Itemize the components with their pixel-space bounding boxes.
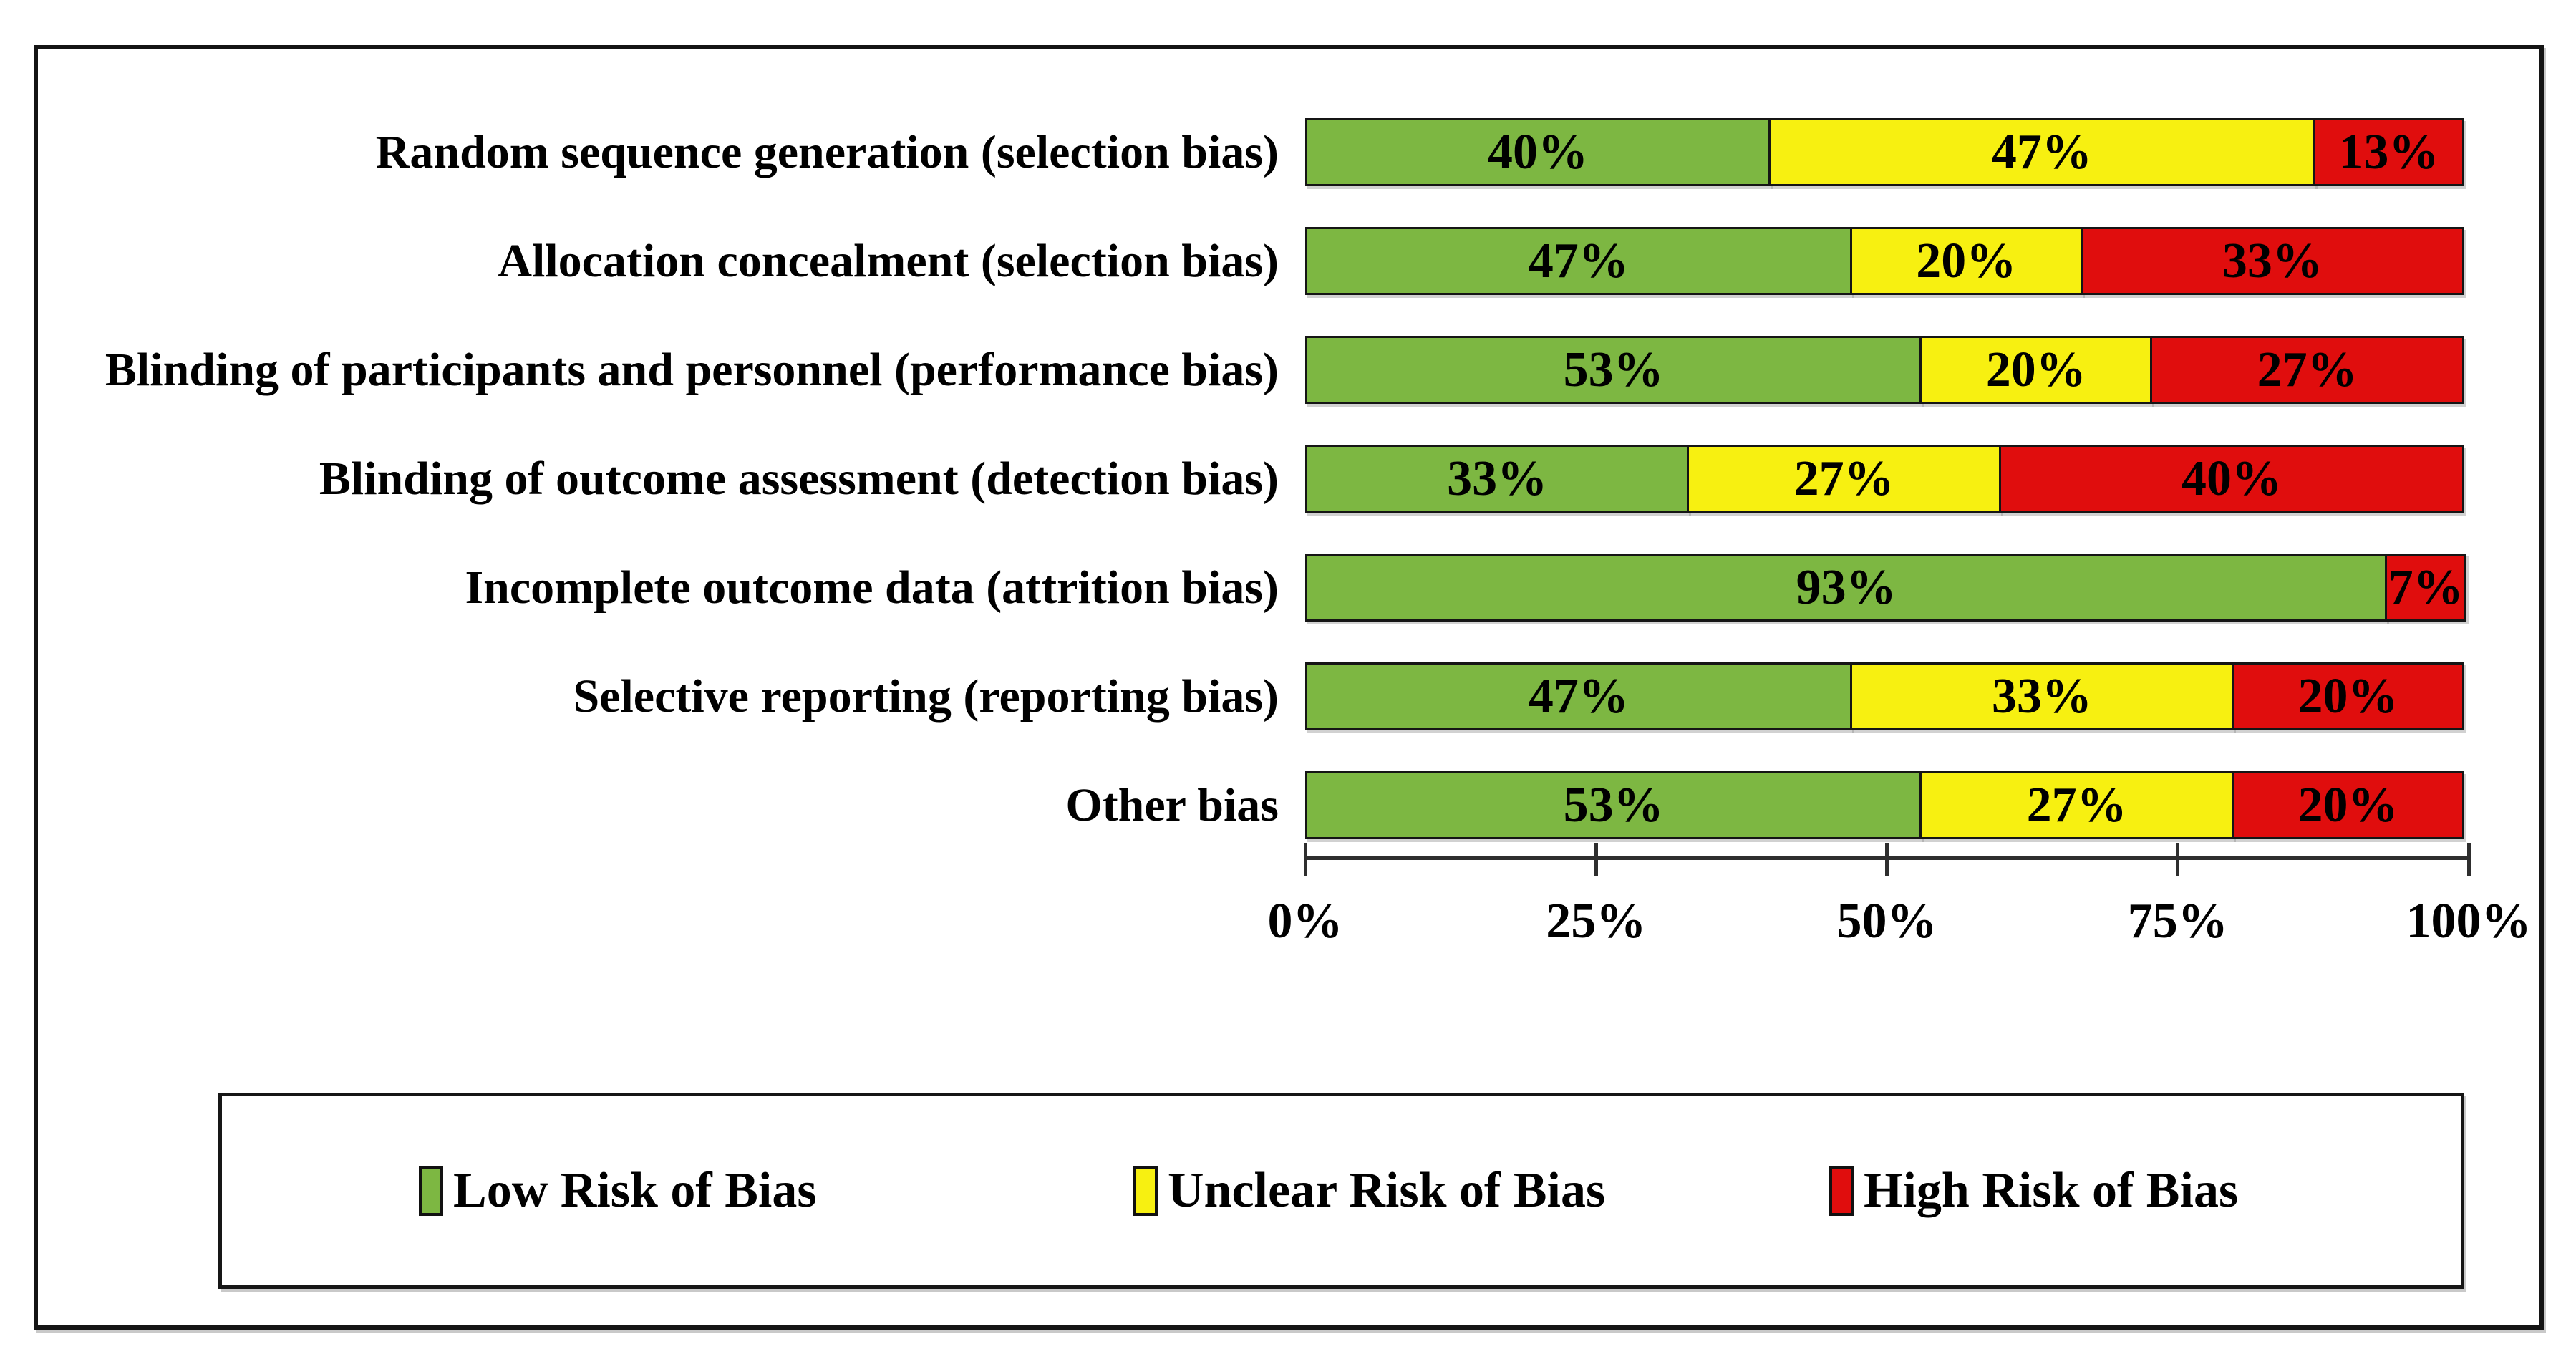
bar-segment-low: 47% xyxy=(1305,227,1852,295)
stacked-bar: 53% 20% 27% xyxy=(1305,336,2464,404)
bar-segment-high: 40% xyxy=(1999,445,2464,513)
bar-segment-unclear: 27% xyxy=(1687,445,2001,513)
x-axis-tick-label: 75% xyxy=(2127,894,2228,949)
bar-row: Other bias 53% 27% 20% xyxy=(0,771,2576,839)
bar-row: Allocation concealment (selection bias) 4… xyxy=(0,227,2576,295)
stacked-bar: 53% 27% 20% xyxy=(1305,771,2464,839)
stacked-bar: 93% 7% xyxy=(1305,554,2466,622)
legend: Low Risk of Bias Unclear Risk of Bias High… xyxy=(218,1093,2464,1289)
category-label: Selective reporting (reporting bias) xyxy=(573,670,1279,723)
segment-value-label: 53% xyxy=(1563,342,1664,397)
x-axis-tick-label: 50% xyxy=(1836,894,1937,949)
bar-segment-high: 7% xyxy=(2385,554,2466,622)
legend-swatch-high-icon xyxy=(1829,1166,1854,1216)
bar-row: Blinding of outcome assessment (detectio… xyxy=(0,445,2576,513)
stacked-bar: 47% 20% 33% xyxy=(1305,227,2464,295)
legend-item-unclear-risk: Unclear Risk of Bias xyxy=(1133,1096,1605,1285)
category-label: Allocation concealment (selection bias) xyxy=(498,235,1279,287)
bar-segment-unclear: 47% xyxy=(1768,118,2315,186)
segment-value-label: 20% xyxy=(1916,233,2017,289)
segment-value-label: 93% xyxy=(1796,559,1897,615)
bar-segment-high: 27% xyxy=(2150,336,2464,404)
bar-row: Incomplete outcome data (attrition bias)… xyxy=(0,554,2576,622)
segment-value-label: 20% xyxy=(2297,668,2398,724)
bar-segment-low: 47% xyxy=(1305,662,1852,730)
x-axis-tick xyxy=(2466,843,2471,876)
segment-value-label: 20% xyxy=(2297,777,2398,833)
x-axis-tick xyxy=(2176,843,2180,876)
segment-value-label: 40% xyxy=(2182,450,2282,506)
segment-value-label: 27% xyxy=(2257,342,2358,397)
bar-segment-high: 20% xyxy=(2232,662,2464,730)
bar-row: Selective reporting (reporting bias) 47% 3… xyxy=(0,662,2576,730)
legend-label: High Risk of Bias xyxy=(1864,1163,2239,1218)
segment-value-label: 20% xyxy=(1985,342,2086,397)
bar-row: Random sequence generation (selection bi… xyxy=(0,118,2576,186)
segment-value-label: 47% xyxy=(1528,233,1629,289)
category-label: Random sequence generation (selection bi… xyxy=(375,126,1279,178)
x-axis-tick xyxy=(1594,843,1598,876)
segment-value-label: 13% xyxy=(2338,124,2439,180)
x-axis-tick xyxy=(1303,843,1307,876)
legend-swatch-unclear-icon xyxy=(1133,1166,1158,1216)
segment-value-label: 27% xyxy=(2026,777,2127,833)
legend-label: Low Risk of Bias xyxy=(453,1163,817,1218)
bar-segment-low: 53% xyxy=(1305,771,1922,839)
category-label: Blinding of participants and personnel (… xyxy=(105,344,1279,396)
bar-segment-low: 40% xyxy=(1305,118,1771,186)
segment-value-label: 33% xyxy=(1991,668,2092,724)
stacked-bar: 47% 33% 20% xyxy=(1305,662,2464,730)
legend-swatch-low-icon xyxy=(419,1166,443,1216)
stacked-bar: 40% 47% 13% xyxy=(1305,118,2464,186)
chart-outer-border xyxy=(34,45,2544,1330)
segment-value-label: 53% xyxy=(1563,777,1664,833)
bar-segment-high: 13% xyxy=(2313,118,2464,186)
category-label: Blinding of outcome assessment (detectio… xyxy=(319,453,1279,505)
legend-item-high-risk: High Risk of Bias xyxy=(1829,1096,2238,1285)
x-axis-tick-label: 0% xyxy=(1267,894,1343,949)
segment-value-label: 27% xyxy=(1793,450,1894,506)
legend-item-low-risk: Low Risk of Bias xyxy=(419,1096,817,1285)
bar-segment-unclear: 27% xyxy=(1919,771,2234,839)
segment-value-label: 33% xyxy=(1447,450,1548,506)
bar-segment-high: 33% xyxy=(2080,227,2464,295)
x-axis-tick xyxy=(1885,843,1889,876)
bar-segment-high: 20% xyxy=(2232,771,2464,839)
legend-label: Unclear Risk of Bias xyxy=(1168,1163,1606,1218)
segment-value-label: 47% xyxy=(1991,124,2092,180)
segment-value-label: 33% xyxy=(2222,233,2323,289)
x-axis-tick-label: 100% xyxy=(2406,894,2532,949)
x-axis-tick-label: 25% xyxy=(1546,894,1647,949)
segment-value-label: 7% xyxy=(2388,559,2464,615)
segment-value-label: 40% xyxy=(1488,124,1588,180)
bar-segment-unclear: 33% xyxy=(1849,662,2234,730)
bar-segment-low: 53% xyxy=(1305,336,1922,404)
bar-row: Blinding of participants and personnel (… xyxy=(0,336,2576,404)
segment-value-label: 47% xyxy=(1528,668,1629,724)
stacked-bar: 33% 27% 40% xyxy=(1305,445,2464,513)
bar-segment-low: 93% xyxy=(1305,554,2388,622)
category-label: Other bias xyxy=(1065,779,1279,831)
bar-segment-low: 33% xyxy=(1305,445,1690,513)
bar-segment-unclear: 20% xyxy=(1919,336,2153,404)
category-label: Incomplete outcome data (attrition bias) xyxy=(465,561,1279,614)
bar-segment-unclear: 20% xyxy=(1849,227,2083,295)
